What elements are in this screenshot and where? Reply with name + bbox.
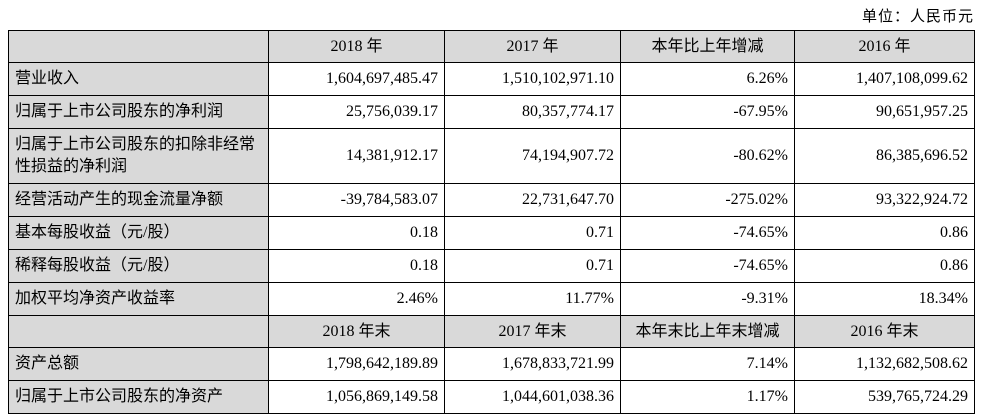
- value-2016: 0.86: [794, 249, 975, 283]
- value-change: -275.02%: [620, 183, 795, 217]
- value-2017: 1,044,601,038.36: [444, 380, 621, 414]
- table-row-operating-revenue: 营业收入 1,604,697,485.47 1,510,102,971.10 6…: [8, 62, 975, 96]
- row-label: 归属于上市公司股东的净利润: [8, 95, 269, 129]
- value-change: -74.65%: [620, 249, 795, 283]
- yearend-header-change: 本年末比上年末增减: [620, 315, 795, 348]
- value-2016: 539,765,724.29: [794, 380, 975, 414]
- value-2018: 1,056,869,149.58: [268, 380, 445, 414]
- yearend-header-2017: 2017 年末: [444, 315, 621, 348]
- value-change: 7.14%: [620, 347, 795, 381]
- value-2018: 0.18: [268, 249, 445, 283]
- value-2018: 0.18: [268, 216, 445, 250]
- unit-label: 单位：人民币元: [861, 9, 974, 25]
- value-2017: 0.71: [444, 249, 621, 283]
- yearend-header-2018: 2018 年末: [268, 315, 445, 348]
- value-2017: 11.77%: [444, 282, 621, 316]
- table-row-total-assets: 资产总额 1,798,642,189.89 1,678,833,721.99 7…: [8, 347, 975, 381]
- value-2016: 18.34%: [794, 282, 975, 316]
- financial-summary-table: 2018 年 2017 年 本年比上年增减 2016 年 营业收入 1,604,…: [8, 30, 975, 414]
- value-change: -80.62%: [620, 128, 795, 184]
- value-2016: 1,407,108,099.62: [794, 62, 975, 96]
- annual-header-empty-cell: [8, 30, 269, 63]
- value-2018: -39,784,583.07: [268, 183, 445, 217]
- table-row-diluted-eps: 稀释每股收益（元/股） 0.18 0.71 -74.65% 0.86: [8, 249, 975, 283]
- value-2016: 1,132,682,508.62: [794, 347, 975, 381]
- value-2017: 80,357,774.17: [444, 95, 621, 129]
- table-row-net-profit-excl-nonrecurring: 归属于上市公司股东的扣除非经常性损益的净利润 14,381,912.17 74,…: [8, 128, 975, 184]
- value-change: -9.31%: [620, 282, 795, 316]
- table-row-net-profit: 归属于上市公司股东的净利润 25,756,039.17 80,357,774.1…: [8, 95, 975, 129]
- value-2017: 22,731,647.70: [444, 183, 621, 217]
- annual-header-row: 2018 年 2017 年 本年比上年增减 2016 年: [8, 30, 975, 63]
- annual-header-change: 本年比上年增减: [620, 30, 795, 63]
- row-label: 经营活动产生的现金流量净额: [8, 183, 269, 217]
- value-2018: 2.46%: [268, 282, 445, 316]
- row-label: 加权平均净资产收益率: [8, 282, 269, 316]
- table-row-basic-eps: 基本每股收益（元/股） 0.18 0.71 -74.65% 0.86: [8, 216, 975, 250]
- table-row-operating-cash-flow: 经营活动产生的现金流量净额 -39,784,583.07 22,731,647.…: [8, 183, 975, 217]
- value-2017: 0.71: [444, 216, 621, 250]
- annual-header-2017: 2017 年: [444, 30, 621, 63]
- row-label: 营业收入: [8, 62, 269, 96]
- value-change: 6.26%: [620, 62, 795, 96]
- value-2018: 1,604,697,485.47: [268, 62, 445, 96]
- row-label: 稀释每股收益（元/股）: [8, 249, 269, 283]
- row-label: 基本每股收益（元/股）: [8, 216, 269, 250]
- table-row-weighted-avg-roe: 加权平均净资产收益率 2.46% 11.77% -9.31% 18.34%: [8, 282, 975, 316]
- value-2018: 14,381,912.17: [268, 128, 445, 184]
- value-2017: 1,678,833,721.99: [444, 347, 621, 381]
- value-2016: 86,385,696.52: [794, 128, 975, 184]
- row-label: 归属于上市公司股东的净资产: [8, 380, 269, 414]
- value-2017: 74,194,907.72: [444, 128, 621, 184]
- value-2017: 1,510,102,971.10: [444, 62, 621, 96]
- table-row-net-assets: 归属于上市公司股东的净资产 1,056,869,149.58 1,044,601…: [8, 380, 975, 414]
- yearend-header-row: 2018 年末 2017 年末 本年末比上年末增减 2016 年末: [8, 315, 975, 348]
- value-2018: 25,756,039.17: [268, 95, 445, 129]
- annual-header-2016: 2016 年: [794, 30, 975, 63]
- value-2018: 1,798,642,189.89: [268, 347, 445, 381]
- row-label: 归属于上市公司股东的扣除非经常性损益的净利润: [8, 128, 269, 184]
- value-2016: 0.86: [794, 216, 975, 250]
- row-label: 资产总额: [8, 347, 269, 381]
- yearend-header-2016: 2016 年末: [794, 315, 975, 348]
- value-2016: 90,651,957.25: [794, 95, 975, 129]
- value-change: -74.65%: [620, 216, 795, 250]
- annual-header-2018: 2018 年: [268, 30, 445, 63]
- value-2016: 93,322,924.72: [794, 183, 975, 217]
- value-change: -67.95%: [620, 95, 795, 129]
- yearend-header-empty-cell: [8, 315, 269, 348]
- value-change: 1.17%: [620, 380, 795, 414]
